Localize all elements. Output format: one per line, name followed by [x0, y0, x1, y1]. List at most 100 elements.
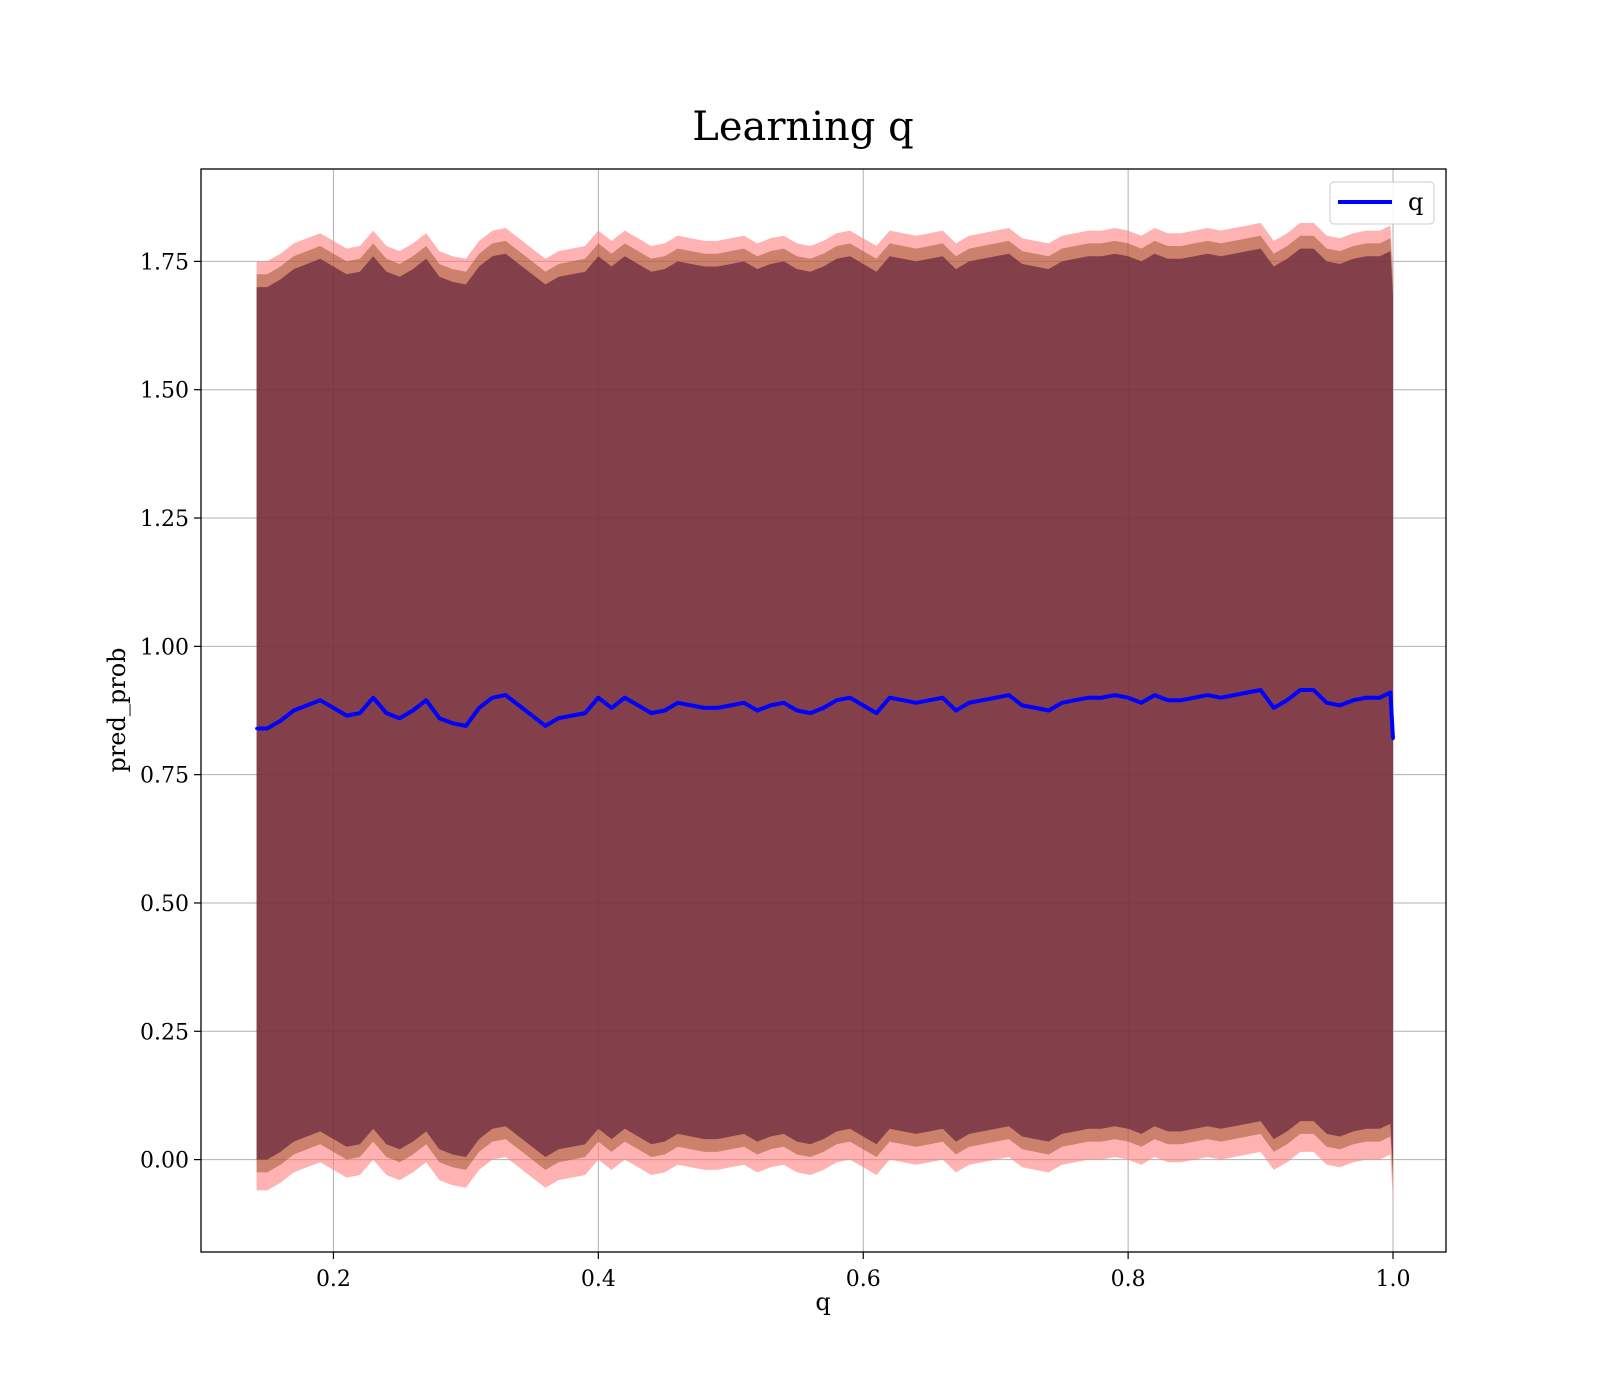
data-point [676, 701, 680, 705]
data-point [1153, 693, 1157, 697]
x-tick-label: 1.0 [1376, 1267, 1411, 1292]
data-point [941, 696, 945, 700]
x-tick-label: 0.2 [316, 1267, 351, 1292]
data-point [570, 714, 574, 718]
y-tick-label: 1.00 [140, 635, 189, 660]
data-point [689, 703, 693, 707]
data-point [848, 696, 852, 700]
data-point [716, 706, 719, 710]
data-point [1113, 693, 1117, 697]
data-point [1285, 698, 1289, 702]
data-point [1139, 701, 1143, 705]
data-point [1179, 698, 1183, 702]
y-axis-label: pred_prob [103, 647, 131, 772]
data-point [1338, 703, 1342, 707]
legend: q [1329, 181, 1435, 225]
data-point [384, 711, 388, 715]
data-point [967, 701, 971, 705]
data-point [1312, 688, 1316, 692]
data-point [1391, 737, 1395, 741]
data-point [769, 703, 772, 707]
data-point [928, 698, 931, 702]
chart-title: Learning q [692, 104, 913, 150]
data-point [888, 696, 892, 700]
y-tick-label: 0.00 [140, 1149, 189, 1174]
data-point [557, 716, 561, 720]
data-point [914, 701, 918, 705]
data-point [782, 701, 786, 705]
y-tick-label: 0.75 [140, 764, 189, 789]
data-point [1351, 698, 1355, 702]
x-tick-label: 0.8 [1111, 1267, 1146, 1292]
data-point [398, 716, 402, 720]
data-point [265, 727, 269, 730]
legend-label-q: q [1408, 188, 1423, 216]
data-point [517, 703, 521, 707]
data-point [1245, 691, 1249, 694]
x-tick-label: 0.4 [581, 1267, 616, 1292]
data-point [345, 714, 349, 718]
data-point [331, 706, 335, 710]
data-point [835, 698, 839, 702]
series-line-q [256, 688, 1395, 739]
data-point [292, 709, 296, 712]
data-point [1388, 691, 1392, 694]
data-point [1060, 701, 1064, 705]
data-point [1033, 706, 1037, 710]
data-point [1126, 696, 1130, 700]
y-tick-label: 1.50 [140, 379, 189, 404]
data-point [808, 711, 812, 715]
data-point [477, 706, 481, 710]
data-point [305, 703, 309, 707]
data-point [464, 724, 468, 728]
data-point [1232, 693, 1236, 697]
data-point [1206, 693, 1210, 697]
data-point [490, 696, 494, 700]
data-point [1259, 688, 1263, 692]
x-axis-label: q [815, 1288, 830, 1316]
y-axis-ticks: 0.00 0.25 0.50 0.75 1.00 1.25 1.50 1.75 [140, 250, 201, 1174]
data-point [279, 719, 282, 723]
data-point [411, 709, 415, 712]
data-point [1166, 698, 1170, 702]
data-point [1378, 696, 1382, 700]
confidence-bands [256, 222, 1394, 1201]
y-tick-label: 1.25 [140, 507, 189, 532]
data-point [596, 696, 600, 700]
data-point [875, 711, 878, 715]
x-tick-label: 0.6 [846, 1267, 881, 1292]
data-point [1086, 696, 1090, 700]
data-point [636, 703, 640, 707]
data-point [1325, 701, 1329, 705]
data-point [1365, 696, 1368, 700]
data-point [954, 709, 958, 712]
y-tick-label: 0.50 [140, 892, 189, 917]
data-point [1007, 693, 1011, 697]
data-point [1073, 698, 1077, 702]
data-point [822, 706, 825, 710]
data-point [861, 703, 865, 707]
data-point [663, 709, 667, 712]
data-point [504, 693, 508, 697]
data-point [583, 711, 587, 715]
data-point [1192, 696, 1196, 700]
data-point [318, 698, 322, 702]
plot-frame [200, 168, 1447, 1253]
y-tick-label: 1.75 [140, 250, 189, 275]
data-point [980, 698, 984, 702]
data-point [451, 721, 455, 725]
data-point [623, 696, 627, 700]
data-point [702, 706, 706, 710]
data-point [255, 727, 259, 730]
data-point [755, 709, 759, 712]
y-tick-label: 0.25 [140, 1020, 189, 1045]
data-point [1219, 696, 1223, 700]
data-point [795, 709, 799, 712]
data-point [1100, 696, 1104, 700]
data-point [742, 701, 746, 705]
data-point [901, 698, 905, 702]
data-point [1298, 688, 1302, 692]
data-point [1020, 703, 1024, 707]
data-point [424, 698, 428, 702]
